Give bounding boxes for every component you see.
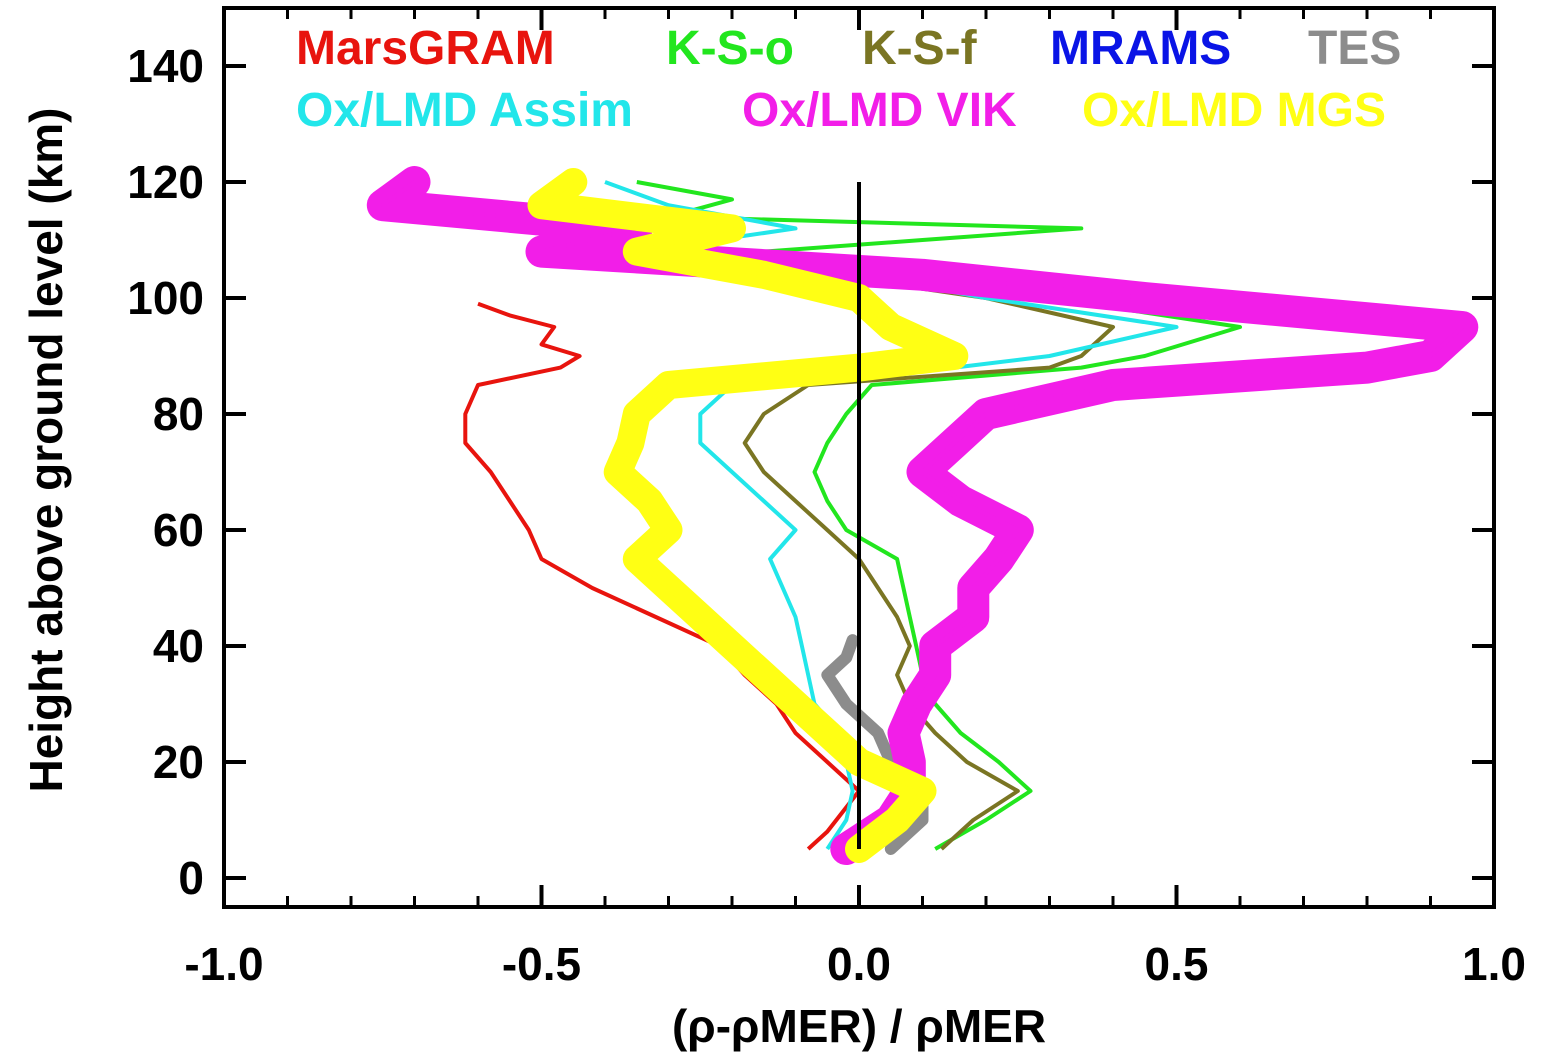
plot-frame: [222, 6, 1496, 909]
y-tick-label: 60: [153, 504, 204, 556]
legend-label-ox-lmd-mgs: Ox/LMD MGS: [1082, 84, 1386, 137]
legend-label-mrams: MRAMS: [1050, 22, 1231, 75]
legend-label-k-s-o: K-S-o: [666, 22, 794, 75]
x-tick-label: 0.0: [827, 938, 891, 990]
series-k-s-o: [636, 180, 1242, 851]
series-ox-lmd-vik: [366, 166, 1479, 865]
legend-label-k-s-f: K-S-f: [862, 22, 978, 75]
legend-label-ox-lmd-assim: Ox/LMD Assim: [296, 84, 633, 137]
x-tick-label: 0.5: [1145, 938, 1209, 990]
legend-label-tes: TES: [1308, 22, 1401, 75]
y-tick-label: 120: [127, 156, 204, 208]
series-marsgram: [463, 301, 861, 851]
plot-data: [366, 166, 1479, 865]
y-tick-label: 20: [153, 736, 204, 788]
series-line-ox-lmd-mgs: [539, 180, 957, 851]
legend-label-ox-lmd-vik: Ox/LMD VIK: [742, 84, 1017, 137]
y-tick-label: 80: [153, 388, 204, 440]
y-tick-label: 100: [127, 272, 204, 324]
tick-labels: -1.0 -0.5 0.0 0.5 1.0 0 20 40 60 80 100 120 140: [127, 40, 1526, 990]
y-tick-label: 40: [153, 620, 204, 672]
x-tick-label: -1.0: [184, 938, 263, 990]
series-band-ox-lmd-vik: [366, 166, 1479, 865]
legend-label-marsgram: MarsGRAM: [296, 22, 555, 75]
x-axis-title: (ρ-ρMER) / ρMER: [672, 1000, 1046, 1052]
legend: MarsGRAM K-S-o K-S-f MRAMS TES Ox/LMD Assim Ox…: [296, 22, 1401, 137]
series-ox-lmd-mgs: [527, 168, 969, 863]
x-tick-label: 1.0: [1462, 938, 1526, 990]
y-tick-label: 140: [127, 40, 204, 92]
y-axis-title: Height above ground level (km): [20, 108, 72, 793]
series-line-ox-lmd-vik: [380, 180, 1465, 851]
series-line-marsgram: [463, 301, 861, 851]
series-line-k-s-o: [636, 180, 1242, 851]
y-tick-label: 0: [178, 852, 204, 904]
x-tick-label: -0.5: [502, 938, 581, 990]
